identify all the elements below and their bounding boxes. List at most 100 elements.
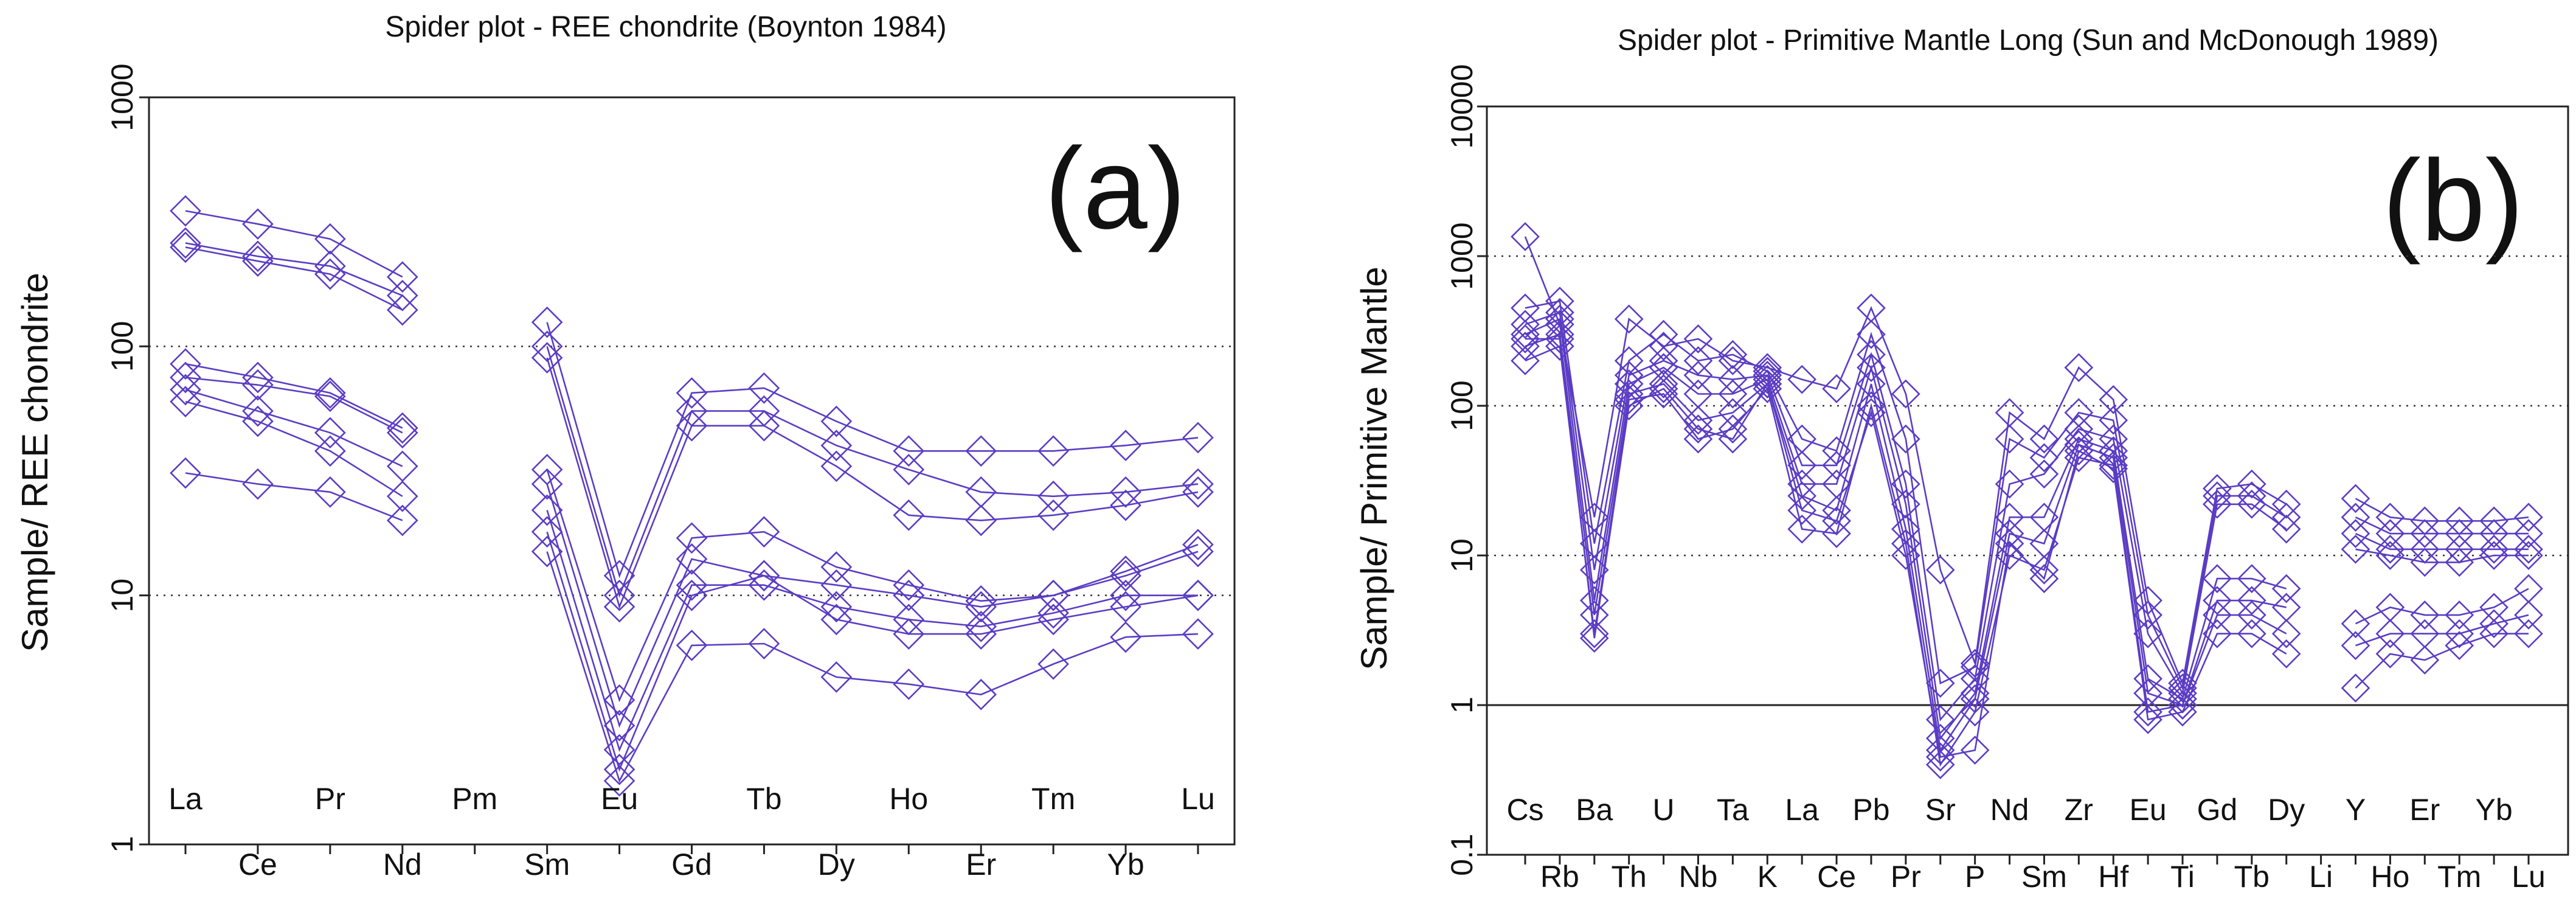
series-line xyxy=(2355,548,2529,563)
data-point-marker xyxy=(2375,503,2405,532)
data-point-marker xyxy=(1960,678,1990,708)
panel-a-ree-chondrite: Spider plot - REE chondrite (Boynton 198… xyxy=(15,11,1236,882)
data-point-marker xyxy=(2341,631,2370,660)
series-line xyxy=(546,484,1199,728)
data-point-marker xyxy=(2237,489,2266,519)
data-point-marker xyxy=(1891,541,1920,570)
data-point-marker xyxy=(2029,564,2059,593)
data-point-marker xyxy=(1683,360,1713,390)
data-point-marker xyxy=(242,208,274,240)
data-point-marker xyxy=(1960,736,1990,765)
data-point-marker xyxy=(2237,619,2266,649)
data-point-marker xyxy=(1545,324,1574,353)
x-tick-label: Th xyxy=(1612,860,1647,894)
data-point-marker xyxy=(1649,346,1678,375)
data-point-marker xyxy=(386,412,418,444)
data-point-marker xyxy=(2514,503,2543,532)
x-tick-label: La xyxy=(168,782,203,816)
data-point-marker xyxy=(2029,555,2059,585)
data-point-marker xyxy=(748,409,780,442)
data-point-marker xyxy=(314,476,346,508)
data-point-marker xyxy=(2410,600,2440,630)
data-point-marker xyxy=(2375,639,2405,669)
data-point-marker xyxy=(2271,574,2301,604)
data-point-marker xyxy=(748,628,780,659)
data-point-marker xyxy=(2341,609,2370,638)
data-point-marker xyxy=(531,306,563,338)
data-point-marker xyxy=(1579,624,1609,653)
data-point-marker xyxy=(2203,564,2232,593)
data-point-marker xyxy=(1037,499,1069,531)
data-point-marker xyxy=(2237,469,2266,499)
data-point-marker xyxy=(314,380,346,412)
data-point-marker xyxy=(2029,424,2059,454)
data-point-marker xyxy=(2237,564,2266,593)
data-point-marker xyxy=(820,551,853,583)
data-point-marker xyxy=(1822,519,1851,548)
series-line xyxy=(185,210,403,278)
data-point-marker xyxy=(1718,379,1748,409)
data-point-marker xyxy=(2133,705,2162,734)
y-tick-label: 1 xyxy=(105,836,139,853)
x-tick-label: Li xyxy=(2309,860,2333,894)
data-point-marker xyxy=(1683,406,1713,435)
data-point-marker xyxy=(2514,574,2543,604)
data-point-marker xyxy=(2203,489,2232,519)
data-point-marker xyxy=(2237,600,2266,630)
x-tick-label: Gd xyxy=(2197,793,2238,827)
data-point-marker xyxy=(2133,697,2162,727)
data-point-marker xyxy=(2029,443,2059,473)
data-point-marker xyxy=(893,569,925,601)
panel-b-plot-frame xyxy=(1486,105,2569,856)
data-point-marker xyxy=(2514,619,2543,649)
data-point-marker xyxy=(1857,353,1886,383)
data-point-marker xyxy=(2203,474,2232,503)
data-point-marker xyxy=(1925,555,1955,585)
data-point-marker xyxy=(2203,600,2232,630)
x-tick-label: Er xyxy=(2409,793,2440,827)
data-point-marker xyxy=(1891,424,1920,454)
series-line xyxy=(2355,517,2529,535)
data-point-marker xyxy=(1511,222,1540,251)
x-tick-label: Nb xyxy=(1679,860,1718,894)
y-tick-label: 1000 xyxy=(105,63,139,131)
series-s7 xyxy=(1511,324,2543,772)
data-point-marker xyxy=(2341,484,2370,513)
series-line xyxy=(546,357,1199,610)
series-line xyxy=(2355,588,2529,625)
data-point-marker xyxy=(2168,697,2197,727)
data-point-marker xyxy=(2479,609,2508,638)
data-point-marker xyxy=(242,369,274,401)
data-point-marker xyxy=(1037,648,1069,680)
x-tick-label: Gd xyxy=(671,847,712,882)
data-point-marker xyxy=(893,435,925,467)
data-point-marker xyxy=(1925,742,1955,772)
data-point-marker xyxy=(2099,436,2128,465)
data-point-marker xyxy=(531,516,563,548)
series-line xyxy=(546,469,1199,703)
data-point-marker xyxy=(2445,519,2474,548)
data-point-marker xyxy=(2479,519,2508,548)
panel-a-axes: 1 10 100 1000 La Ce Pr Nd Pm Sm Eu Gd Tb Dy Ho Er Tm Yb Lu xyxy=(105,63,1215,882)
data-point-marker xyxy=(314,435,346,467)
series-line xyxy=(185,242,403,297)
data-point-marker xyxy=(676,569,708,601)
data-point-marker xyxy=(965,610,997,642)
data-point-marker xyxy=(2099,384,2128,414)
data-point-marker xyxy=(242,361,274,394)
data-point-marker xyxy=(2271,593,2301,622)
data-point-marker xyxy=(2099,406,2128,435)
data-point-marker xyxy=(2341,534,2370,564)
x-tick-label: Hf xyxy=(2098,860,2128,894)
data-point-marker xyxy=(603,579,635,611)
y-tick-label: 10 xyxy=(105,579,139,613)
data-point-marker xyxy=(386,504,418,537)
x-tick-label: K xyxy=(1757,860,1778,894)
data-point-marker xyxy=(2410,548,2440,577)
data-point-marker xyxy=(1683,324,1713,353)
data-point-marker xyxy=(1511,346,1540,375)
data-point-marker xyxy=(2133,600,2162,630)
series-line xyxy=(546,510,1198,753)
y-tick-label: 10 xyxy=(1445,538,1479,572)
